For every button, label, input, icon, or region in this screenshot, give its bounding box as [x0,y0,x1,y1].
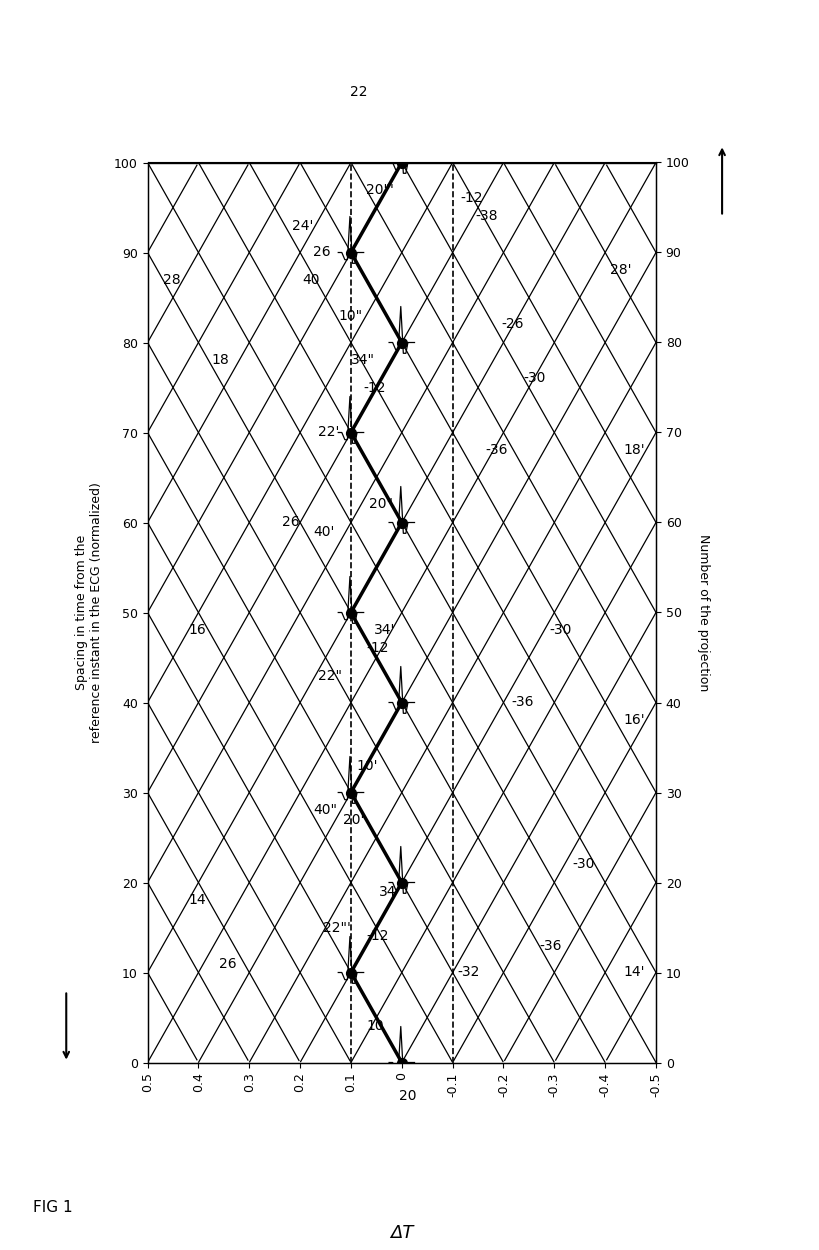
Point [344,242,357,262]
Text: 18': 18' [622,444,644,458]
Text: 20: 20 [399,1090,416,1104]
Text: 26: 26 [282,515,300,530]
Text: 10": 10" [337,309,362,322]
Text: 34': 34' [373,624,395,638]
Text: 22": 22" [318,669,342,682]
Text: 16': 16' [622,714,644,727]
Text: 18: 18 [211,354,229,367]
Text: 22': 22' [318,425,339,440]
Text: -38: -38 [475,210,497,224]
Text: 28': 28' [609,264,631,278]
Text: 40": 40" [313,804,337,818]
Text: 14': 14' [622,965,644,980]
Text: 22: 22 [350,85,367,100]
Text: 20": 20" [369,498,392,511]
Text: 14: 14 [188,894,206,908]
Text: 16: 16 [188,624,206,638]
Point [395,872,408,892]
Text: -36: -36 [510,695,533,710]
Point [395,693,408,712]
Text: 26: 26 [219,956,236,970]
Text: 28: 28 [163,272,180,286]
Text: ΔT: ΔT [390,1225,413,1242]
Point [344,782,357,802]
Point [395,152,408,173]
Text: 20': 20' [343,812,364,826]
Text: 10: 10 [366,1020,383,1034]
Text: 34: 34 [378,885,396,899]
Text: -12: -12 [366,641,388,655]
Text: 20"': 20"' [366,182,394,196]
Text: 10': 10' [355,759,377,772]
Y-axis label: Spacing in time from the
reference instant in the ECG (normalized): Spacing in time from the reference insta… [75,482,102,742]
Text: -12: -12 [364,380,386,395]
Text: 22"': 22"' [323,920,351,935]
Text: -12: -12 [459,191,482,205]
Text: -32: -32 [457,965,479,980]
Point [344,602,357,622]
Text: FIG 1: FIG 1 [33,1200,72,1215]
Point [344,962,357,982]
Text: -26: -26 [500,318,523,331]
Text: 40: 40 [302,272,319,286]
Text: -30: -30 [572,858,594,871]
Text: 34": 34" [351,354,374,367]
Text: 26: 26 [313,245,330,260]
Text: -12: -12 [366,930,388,944]
Point [395,1052,408,1072]
Point [395,512,408,532]
Text: -36: -36 [538,939,561,952]
Text: -30: -30 [549,624,571,638]
Text: 40': 40' [313,525,334,539]
Text: 24': 24' [292,219,314,232]
Text: -30: -30 [523,371,545,385]
Text: -36: -36 [485,444,508,458]
Point [395,332,408,352]
Point [344,422,357,442]
Y-axis label: Number of the projection: Number of the projection [697,534,709,691]
